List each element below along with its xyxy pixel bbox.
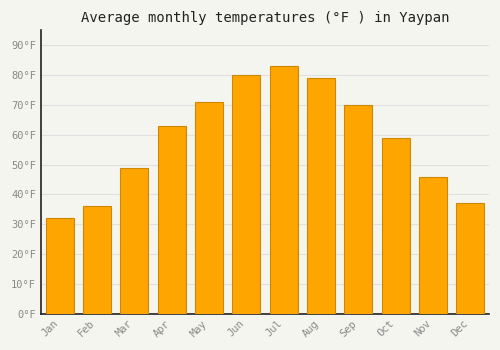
Bar bbox=[120, 168, 148, 314]
Bar bbox=[270, 66, 297, 314]
Bar bbox=[344, 105, 372, 314]
Title: Average monthly temperatures (°F ) in Yaypan: Average monthly temperatures (°F ) in Ya… bbox=[80, 11, 449, 25]
Bar bbox=[195, 102, 223, 314]
Bar bbox=[232, 75, 260, 314]
Bar bbox=[307, 78, 335, 314]
Bar bbox=[46, 218, 74, 314]
Bar bbox=[158, 126, 186, 314]
Bar bbox=[456, 203, 484, 314]
Bar bbox=[83, 206, 111, 314]
Bar bbox=[419, 176, 447, 314]
Bar bbox=[382, 138, 409, 314]
